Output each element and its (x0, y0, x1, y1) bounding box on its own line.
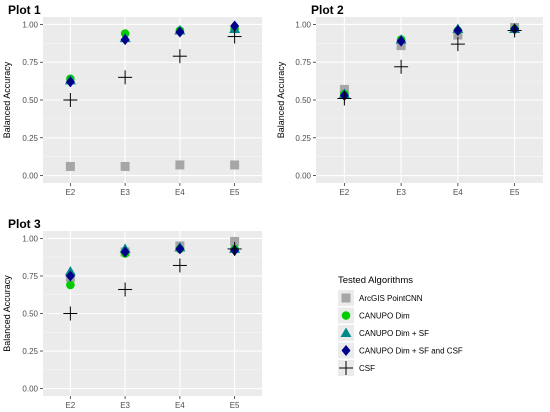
legend-label: CANUPO Dim + SF and CSF (359, 347, 463, 356)
y-tick-label: 0.00 (295, 172, 311, 181)
data-point-diamond (120, 34, 130, 46)
data-point-plus (227, 241, 242, 256)
data-point-plus (63, 306, 78, 321)
data-point-square (120, 161, 130, 171)
x-tick-label: E5 (230, 188, 240, 197)
data-point-diamond (175, 26, 185, 38)
y-tick-label: 0.50 (22, 96, 38, 105)
chart-panel-2: 0.00 0.25 0.50 0.75 1.00 E2 E3 E4 E5 Plot 2 Balanc… (276, 3, 543, 197)
y-tick-label: 1.00 (295, 20, 311, 29)
data-point-plus (172, 258, 187, 273)
x-tick-label: E2 (65, 188, 75, 197)
panel-title: Plot 1 (8, 3, 41, 17)
data-point-square (175, 160, 185, 170)
data-point-plus (118, 282, 133, 297)
chart-panel-1: 0.00 0.25 0.50 0.75 1.00 E2 E3 E4 E5 Plot 1 Balanc… (2, 3, 262, 197)
data-point-plus (394, 59, 409, 74)
legend-label: ArcGIS PointCNN (359, 294, 423, 303)
legend-title: Tested Algorithms (338, 275, 413, 286)
y-axis-label: Balanced Accuracy (2, 275, 12, 352)
y-tick-label: 1.00 (22, 234, 38, 243)
y-axis-label: Balanced Accuracy (276, 61, 286, 138)
x-tick-label: E4 (175, 188, 185, 197)
x-tick-label: E2 (65, 401, 75, 410)
legend-label: CSF (359, 364, 375, 373)
data-point-plus (507, 23, 522, 38)
data-point-circle (66, 280, 75, 290)
y-tick-label: 0.50 (22, 310, 38, 319)
data-point-diamond (230, 20, 240, 32)
chart-panel-3: 0.00 0.25 0.50 0.75 1.00 E2 E3 E4 E5 Plot 3 Balanc… (2, 217, 262, 410)
y-tick-label: 1.00 (22, 20, 38, 29)
y-tick-label: 0.00 (22, 172, 38, 181)
panel-title: Plot 2 (311, 3, 344, 17)
legend-label: CANUPO Dim (359, 312, 410, 321)
y-axis-label: Balanced Accuracy (2, 61, 12, 138)
x-tick-label: E4 (175, 401, 185, 410)
data-point-plus (63, 93, 78, 107)
x-tick-label: E3 (396, 188, 406, 197)
panels-group: 0.00 0.25 0.50 0.75 1.00 E2 E3 E4 E5 Plot 1 Balanc… (2, 3, 543, 410)
legend-key-triangle (340, 327, 352, 337)
x-tick-label: E4 (453, 188, 463, 197)
x-tick-label: E3 (120, 401, 130, 410)
y-tick-label: 0.25 (22, 134, 38, 143)
x-tick-label: E5 (510, 188, 520, 197)
data-point-plus (172, 49, 187, 64)
y-tick-label: 0.25 (22, 347, 38, 356)
y-tick-label: 0.00 (22, 385, 38, 394)
legend-label: CANUPO Dim + SF (359, 329, 429, 338)
data-point-diamond (65, 76, 75, 88)
data-point-diamond (120, 246, 130, 258)
y-tick-label: 0.75 (295, 58, 311, 67)
y-tick-label: 0.75 (22, 58, 38, 67)
data-point-square (230, 160, 240, 170)
x-tick-label: E2 (339, 188, 349, 197)
x-tick-label: E3 (120, 188, 130, 197)
data-point-plus (118, 70, 133, 85)
data-point-plus (450, 37, 465, 52)
legend-key-circle (341, 311, 351, 320)
panel-title: Plot 3 (8, 217, 41, 231)
data-point-diamond (396, 35, 406, 47)
y-tick-label: 0.25 (295, 134, 311, 143)
data-point-plus (227, 29, 242, 44)
data-point-diamond (65, 270, 75, 282)
y-tick-label: 0.50 (295, 96, 311, 105)
data-point-square (65, 161, 75, 171)
legend-key-diamond (341, 345, 351, 356)
legend: Tested Algorithms ArcGIS PointCNN CANUPO D… (338, 275, 463, 376)
legend-key-square (341, 293, 351, 303)
data-point-plus (337, 91, 352, 106)
data-point-diamond (175, 243, 185, 255)
x-tick-label: E5 (230, 401, 240, 410)
data-point-square (230, 236, 240, 246)
y-tick-label: 0.75 (22, 272, 38, 281)
legend-key-plus (339, 361, 353, 375)
data-point-diamond (453, 25, 463, 37)
